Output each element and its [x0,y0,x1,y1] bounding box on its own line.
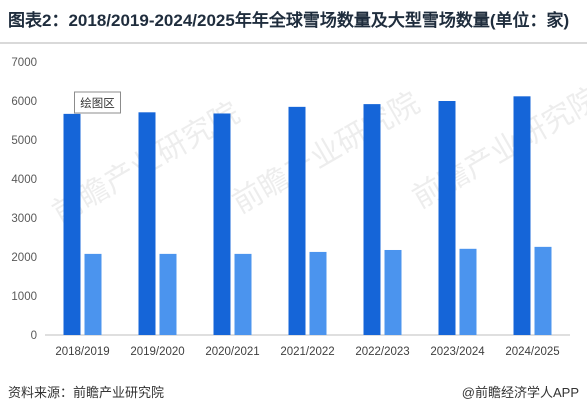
bar-series2 [534,246,552,335]
chart-title: 图表2：2018/2019-2024/2025年年全球雪场数量及大型雪场数量(单… [8,11,570,30]
bar-chart: 前瞻产业研究院前瞻产业研究院前瞻产业研究院 0 1000 2000 3000 4000 5… [11,57,587,358]
y-tick-label: 0 [31,330,37,342]
title-divider [0,42,587,44]
bar-series1 [363,104,381,335]
y-tick-label: 4000 [11,174,37,186]
bar-series1 [213,113,231,335]
y-tick-label: 2000 [11,252,37,264]
bar-series1 [63,113,81,336]
chart-labels: 0 1000 2000 3000 4000 5000 6000 7000 2018/2019 20… [11,57,559,358]
annotation-box [74,91,121,114]
x-tick-label: 2022/2023 [355,346,409,358]
bar-series2 [159,253,177,335]
watermark-layer: 前瞻产业研究院前瞻产业研究院前瞻产业研究院 [47,81,587,230]
x-tick-label: 2020/2021 [205,346,259,358]
bar-series2 [309,251,327,335]
annotation-label: 绘图区 [80,96,115,110]
watermark-text: 前瞻产业研究院 [407,81,587,215]
x-tick-label: 2019/2020 [130,346,184,358]
bar-series2 [459,248,477,335]
footer: 资料来源：前瞻产业研究院 @前瞻经济学人APP [8,380,579,406]
bar-series2 [384,249,402,335]
y-tick-label: 3000 [11,213,37,225]
bar-series2 [84,253,102,335]
source-text: 资料来源：前瞻产业研究院 [8,385,165,400]
y-tick-label: 1000 [11,291,37,303]
y-tick-label: 5000 [11,135,37,147]
plot-area-annotation: 绘图区 [74,91,121,114]
x-tick-label: 2023/2024 [430,346,485,358]
bar-series1 [513,96,531,335]
y-tick-label: 7000 [11,57,37,69]
bar-series1 [288,106,306,335]
watermark-text: 前瞻产业研究院 [227,86,425,220]
bar-series1 [138,112,156,335]
x-tick-label: 2024/2025 [505,346,559,358]
chart-bars [63,96,552,336]
bar-series1 [438,101,456,335]
y-tick-label: 6000 [11,96,37,108]
chart-area: 前瞻产业研究院前瞻产业研究院前瞻产业研究院 0 1000 2000 3000 4000 5… [0,44,587,370]
brand-text: @前瞻经济学人APP [461,385,579,400]
x-tick-label: 2021/2022 [280,346,334,358]
x-tick-label: 2018/2019 [55,346,109,358]
bar-series2 [234,253,252,335]
